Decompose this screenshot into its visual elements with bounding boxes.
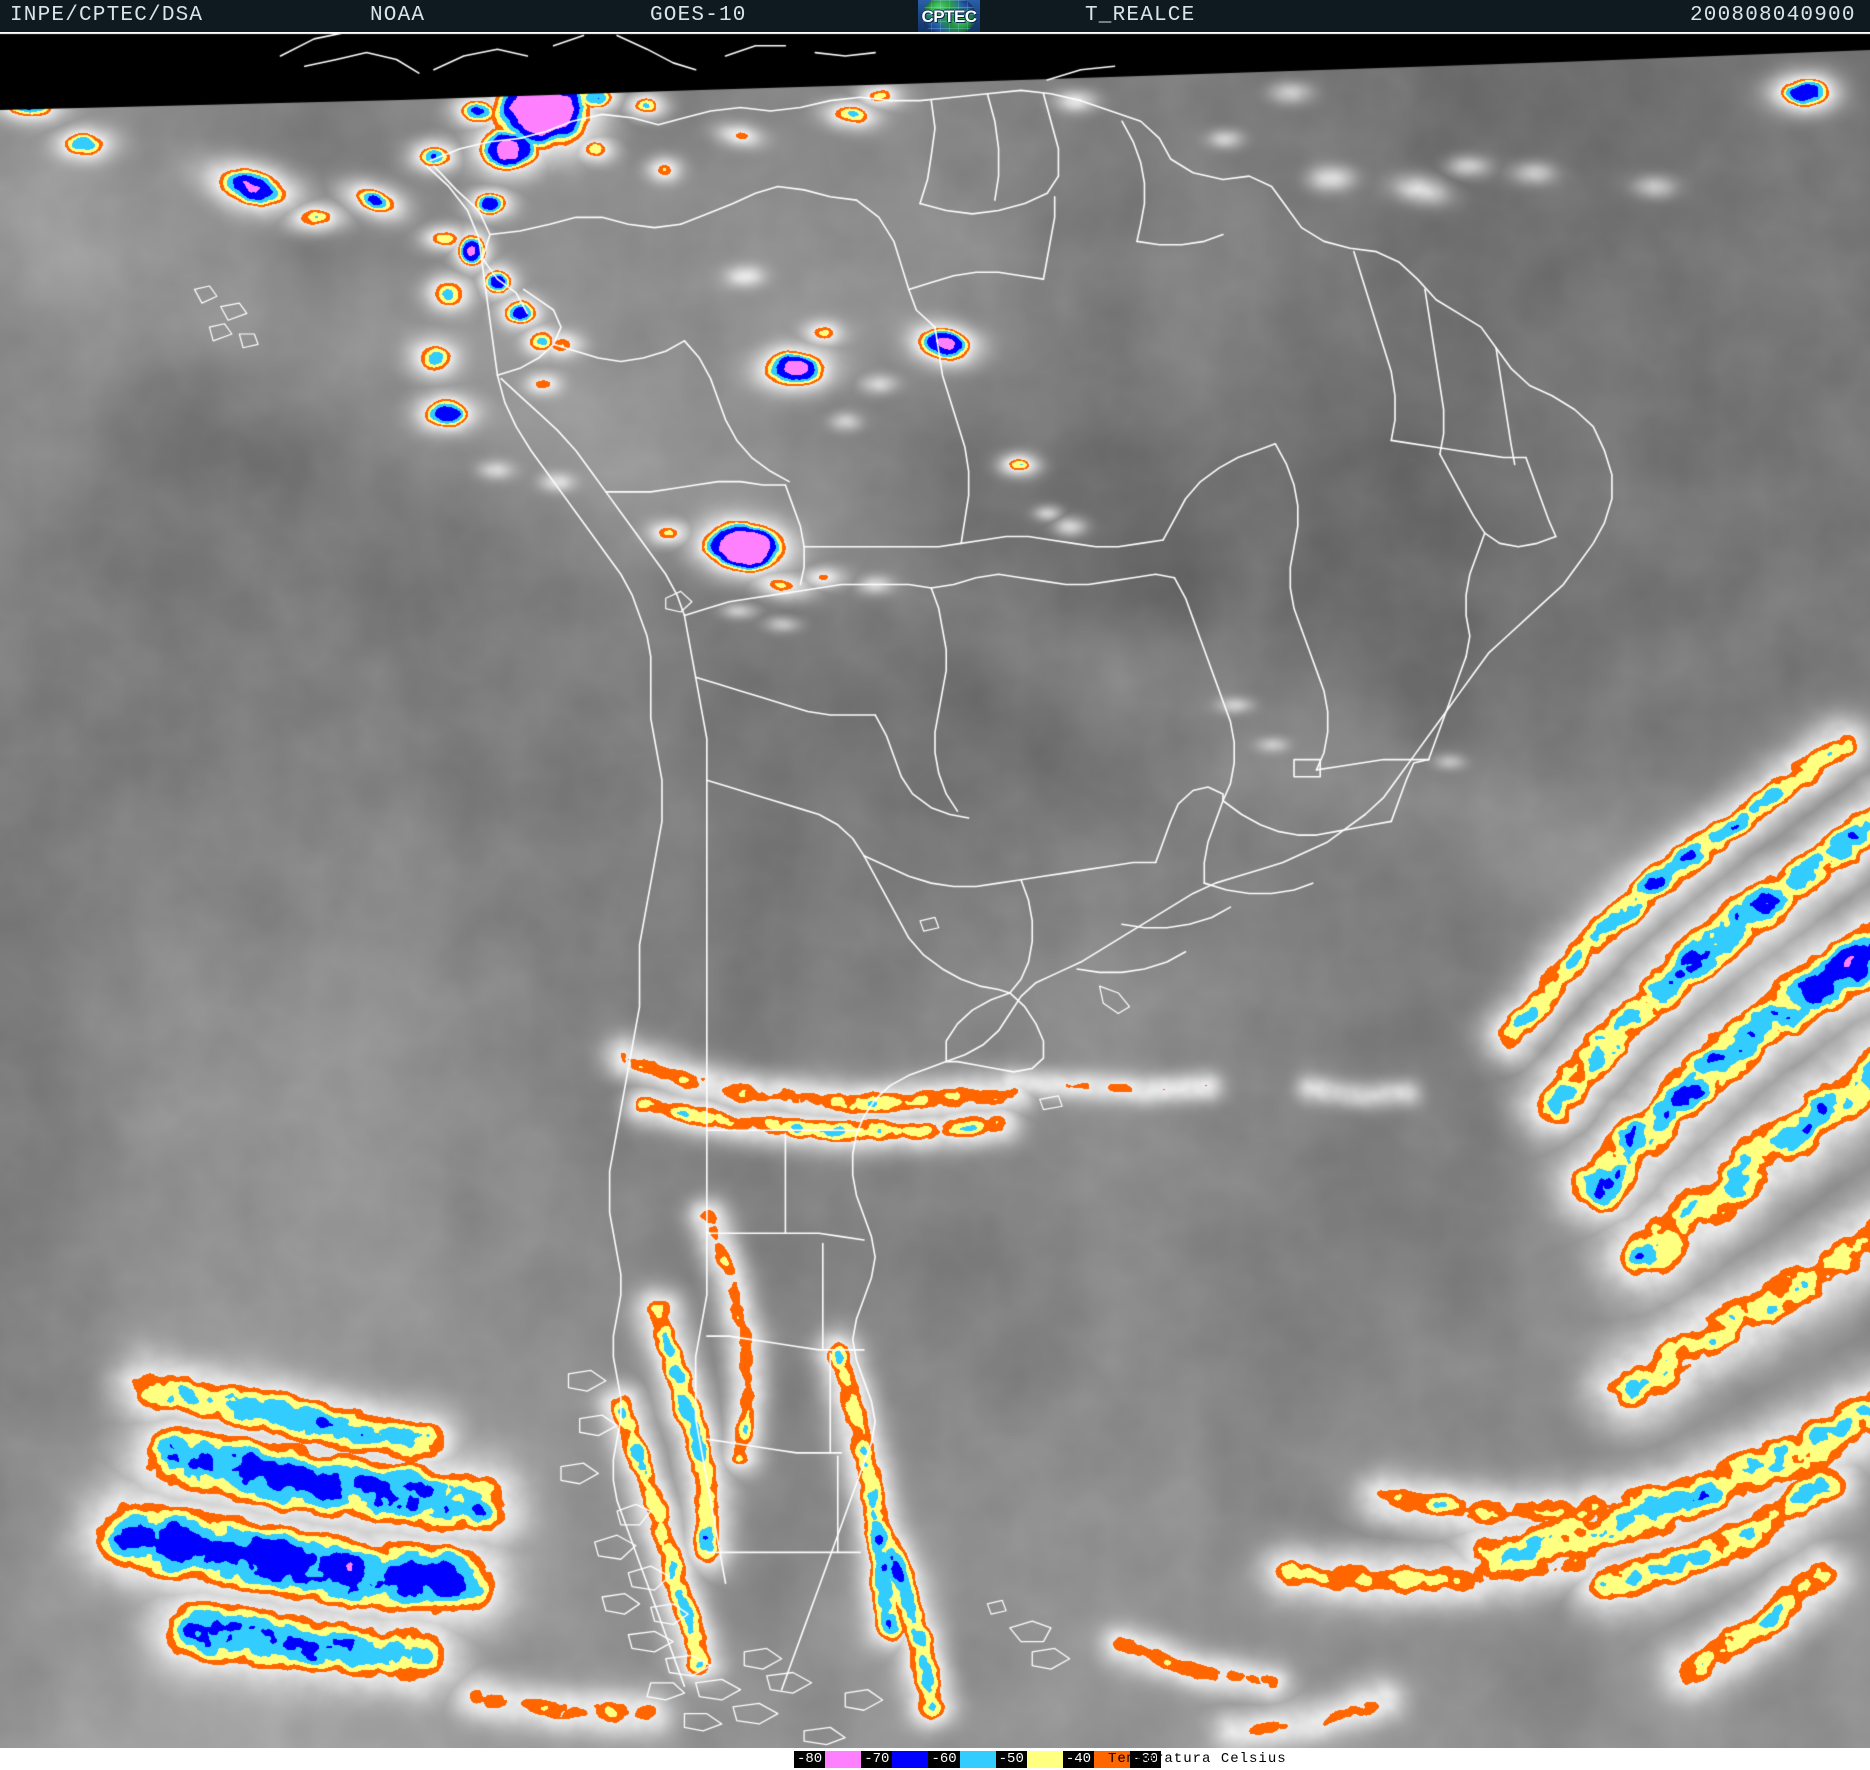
legend-tick-minus50: -50 [995, 1751, 1027, 1768]
legend-tick-minus60: -60 [928, 1751, 960, 1768]
header-institution-label: INPE/CPTEC/DSA [10, 4, 204, 27]
legend-tick-minus40: -40 [1062, 1751, 1095, 1768]
globe-icon [922, 0, 976, 32]
header-timestamp-label: 200808040900 [1690, 4, 1856, 27]
legend-tick-minus70: -70 [861, 1751, 893, 1768]
image-header-bar: INPE/CPTEC/DSA NOAA GOES-10 CPTEC T_REAL… [0, 0, 1870, 32]
globe-graticule-icon [922, 0, 976, 32]
header-product-label: T_REALCE [1085, 4, 1196, 27]
legend-swatch-yellow-50-to-40 [1026, 1751, 1063, 1768]
cptec-globe-logo: CPTEC [918, 0, 980, 32]
legend-caption-label: Temperatura Celsius [1108, 1751, 1287, 1767]
color-scale-legend: -80 -70 -60 -50 -40 -30 Temperatura Celsius [0, 1748, 1870, 1770]
legend-swatch-pink-80-to-70 [825, 1751, 862, 1768]
legend-tick-minus80: -80 [794, 1751, 826, 1768]
infrared-satellite-raster [0, 32, 1870, 1748]
legend-swatch-cyan-60-to-50 [959, 1751, 996, 1768]
header-satellite-label: GOES-10 [650, 4, 747, 27]
legend-color-bar: -80 -70 -60 -50 -40 -30 [794, 1751, 1162, 1768]
legend-swatch-blue-70-to-60 [892, 1751, 929, 1768]
cptec-logo-text: CPTEC [921, 7, 977, 26]
legend-swatch-orange-40-to-30 [1094, 1751, 1131, 1768]
legend-tick-minus30: -30 [1130, 1751, 1162, 1768]
satellite-image-area [0, 32, 1870, 1748]
header-agency-label: NOAA [370, 4, 426, 27]
